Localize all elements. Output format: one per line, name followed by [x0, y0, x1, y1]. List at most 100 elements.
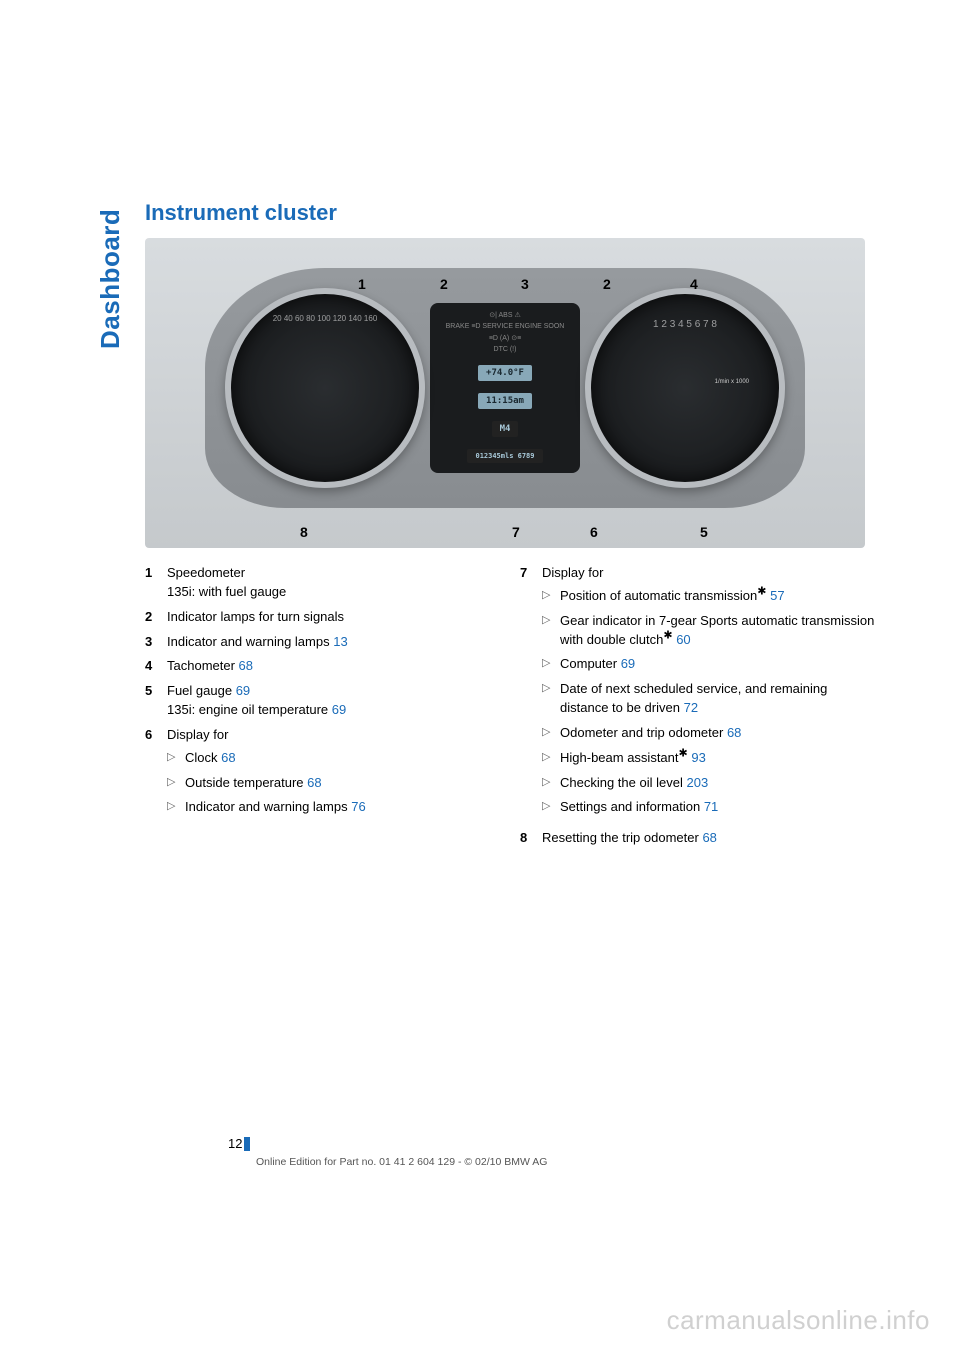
legend-bullet-text: High-beam assistant✱ 93	[560, 749, 706, 768]
legend-item-number: 7	[520, 564, 542, 823]
callout-number: 4	[690, 276, 698, 292]
page-reference[interactable]: 57	[770, 588, 784, 603]
lcd-odometer: 012345mls 6789	[467, 449, 542, 463]
page-reference[interactable]: 76	[351, 799, 365, 814]
legend-bullet-text: Indicator and warning lamps 76	[185, 798, 366, 817]
legend-item-text: Display for▷Position of automatic transm…	[542, 564, 875, 823]
triangle-marker-icon: ▷	[542, 749, 560, 766]
page-reference[interactable]: 72	[684, 700, 698, 715]
legend-item: 3Indicator and warning lamps 13	[145, 633, 500, 652]
triangle-marker-icon: ▷	[542, 680, 560, 697]
legend-item-text: Tachometer 68	[167, 657, 500, 676]
legend-bullet-item: ▷Outside temperature 68	[167, 774, 500, 793]
warning-icons-row: DTC (!)	[494, 346, 517, 353]
footnote-star-icon: ✱	[757, 586, 766, 598]
legend-main-line: Speedometer	[167, 564, 500, 583]
page-number-bar	[244, 1137, 250, 1151]
legend-item-number: 4	[145, 657, 167, 676]
callout-number: 1	[358, 276, 366, 292]
triangle-marker-icon: ▷	[167, 774, 185, 791]
legend-main-line: Display for	[167, 726, 500, 745]
legend-item: 8Resetting the trip odometer 68	[520, 829, 875, 848]
watermark: carmanualsonline.info	[667, 1305, 930, 1336]
page-reference[interactable]: 68	[221, 750, 235, 765]
legend-bullet-item: ▷Checking the oil level 203	[542, 774, 875, 793]
legend-bullet-list: ▷Position of automatic transmission✱ 57▷…	[542, 587, 875, 817]
page-reference[interactable]: 93	[691, 750, 705, 765]
legend-item: 6Display for ▷Clock 68 ▷Outside temperatur…	[145, 726, 500, 823]
page-reference[interactable]: 71	[704, 799, 718, 814]
footnote-star-icon: ✱	[663, 629, 672, 641]
legend-column-right: 7Display for▷Position of automatic trans…	[520, 564, 875, 854]
legend-item: 5Fuel gauge 69135i: engine oil temperatu…	[145, 682, 500, 720]
page-reference[interactable]: 60	[676, 632, 690, 647]
legend-item: 2Indicator lamps for turn signals	[145, 608, 500, 627]
page-reference[interactable]: 203	[686, 775, 708, 790]
cluster-housing: ⊙| ABS ⚠ BRAKE ≡D SERVICE ENGINE SOON ≡D…	[205, 268, 805, 508]
legend-bullet-item: ▷Odometer and trip odometer 68	[542, 724, 875, 743]
legend-bullet-text: Date of next scheduled service, and rema…	[560, 680, 875, 718]
center-display-panel: ⊙| ABS ⚠ BRAKE ≡D SERVICE ENGINE SOON ≡D…	[430, 303, 580, 473]
triangle-marker-icon: ▷	[542, 724, 560, 741]
legend-bullet-item: ▷Computer 69	[542, 655, 875, 674]
legend-item-number: 6	[145, 726, 167, 823]
triangle-marker-icon: ▷	[167, 749, 185, 766]
triangle-marker-icon: ▷	[542, 774, 560, 791]
legend-bullet-text: Settings and information 71	[560, 798, 718, 817]
legend-item-number: 2	[145, 608, 167, 627]
legend-item-number: 3	[145, 633, 167, 652]
legend-bullet-item: ▷Indicator and warning lamps 76	[167, 798, 500, 817]
footer-copyright: Online Edition for Part no. 01 41 2 604 …	[256, 1156, 547, 1168]
legend-bullet-text: Clock 68	[185, 749, 236, 768]
legend-bullet-item: ▷Clock 68	[167, 749, 500, 768]
warning-icons-row: ≡D (A) ⊙≡	[489, 334, 521, 342]
instrument-cluster-figure: ⊙| ABS ⚠ BRAKE ≡D SERVICE ENGINE SOON ≡D…	[145, 238, 865, 548]
legend-bullet-text: Odometer and trip odometer 68	[560, 724, 741, 743]
legend-columns: 1Speedometer135i: with fuel gauge2Indica…	[145, 564, 875, 854]
legend-item: 4Tachometer 68	[145, 657, 500, 676]
warning-icons-row: ⊙| ABS ⚠	[489, 311, 520, 319]
legend-item-text: Indicator lamps for turn signals	[167, 608, 500, 627]
page-reference[interactable]: 68	[702, 830, 716, 845]
legend-main-line: Tachometer 68	[167, 657, 500, 676]
page-reference[interactable]: 69	[332, 702, 346, 717]
legend-item-number: 5	[145, 682, 167, 720]
legend-bullet-text: Computer 69	[560, 655, 635, 674]
tachometer-gauge	[585, 288, 785, 488]
page-reference[interactable]: 13	[333, 634, 347, 649]
page-reference[interactable]: 68	[307, 775, 321, 790]
legend-bullet-text: Position of automatic transmission✱ 57	[560, 587, 785, 606]
legend-main-line: Fuel gauge 69	[167, 682, 500, 701]
footnote-star-icon: ✱	[679, 747, 688, 759]
callout-number: 6	[590, 524, 598, 540]
page-content: Instrument cluster ⊙| ABS ⚠ BRAKE ≡D SER…	[95, 200, 875, 854]
page-reference[interactable]: 68	[727, 725, 741, 740]
page-reference[interactable]: 69	[621, 656, 635, 671]
legend-sub-line: 135i: engine oil temperature 69	[167, 701, 500, 720]
legend-bullet-text: Gear indicator in 7-gear Sports automati…	[560, 612, 875, 650]
legend-item: 1Speedometer135i: with fuel gauge	[145, 564, 500, 602]
triangle-marker-icon: ▷	[542, 612, 560, 629]
lcd-time: 11:15am	[478, 393, 532, 409]
section-title: Instrument cluster	[145, 200, 875, 226]
triangle-marker-icon: ▷	[542, 587, 560, 604]
legend-item-text: Display for ▷Clock 68 ▷Outside temperature…	[167, 726, 500, 823]
legend-bullet-item: ▷Settings and information 71	[542, 798, 875, 817]
legend-main-line: Indicator and warning lamps 13	[167, 633, 500, 652]
page-reference[interactable]: 69	[236, 683, 250, 698]
legend-item-number: 1	[145, 564, 167, 602]
legend-bullet-item: ▷Date of next scheduled service, and rem…	[542, 680, 875, 718]
callout-number: 8	[300, 524, 308, 540]
legend-main-line: Display for	[542, 564, 875, 583]
legend-sub-line: 135i: with fuel gauge	[167, 583, 500, 602]
callout-number: 2	[603, 276, 611, 292]
callout-number: 2	[440, 276, 448, 292]
legend-bullet-text: Checking the oil level 203	[560, 774, 708, 793]
legend-bullet-list: ▷Clock 68▷Outside temperature 68▷Indicat…	[167, 749, 500, 818]
legend-item-text: Indicator and warning lamps 13	[167, 633, 500, 652]
page-reference[interactable]: 68	[239, 658, 253, 673]
legend-bullet-item: ▷High-beam assistant✱ 93	[542, 749, 875, 768]
legend-item: 7Display for▷Position of automatic trans…	[520, 564, 875, 823]
lcd-temp: +74.0°F	[478, 365, 532, 381]
callout-number: 5	[700, 524, 708, 540]
